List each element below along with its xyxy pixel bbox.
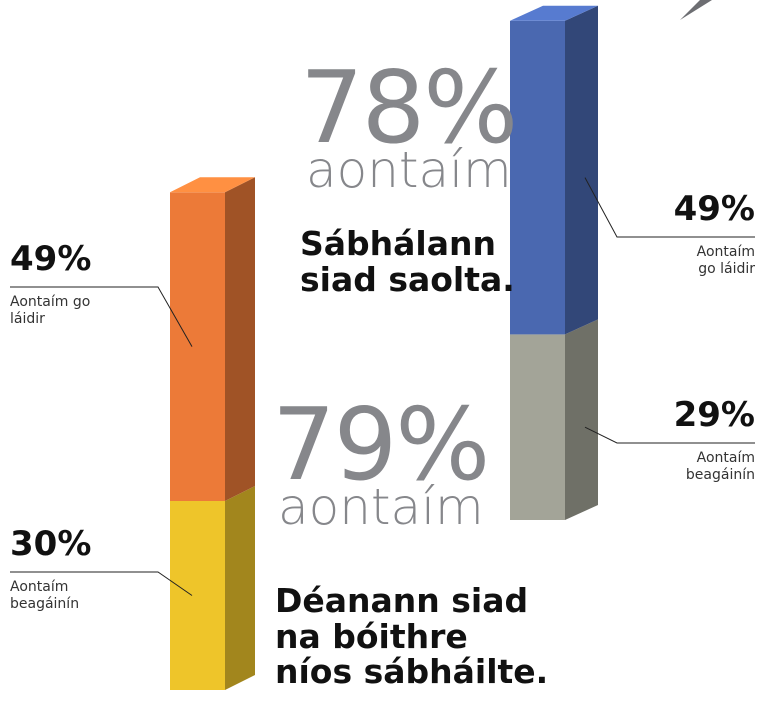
decor-arrow: [680, 0, 712, 20]
total-percent: 78%: [300, 49, 518, 166]
value-label: 49%: [673, 189, 755, 229]
legend-label: Aontaím go láidir: [10, 294, 91, 327]
value-label: 49%: [10, 239, 92, 279]
leader-line: [584, 177, 755, 238]
bar-top: [170, 177, 255, 193]
bar-segment-side: [565, 319, 598, 520]
bar-segment-side: [225, 177, 255, 502]
value-label: 30%: [10, 524, 92, 564]
leader-line: [10, 571, 193, 596]
statement: Sábhálann siad saolta.: [300, 224, 515, 299]
bar-top: [510, 5, 598, 21]
statement: Déanann siad na bóithre níos sábháilte.: [275, 581, 549, 692]
legend-label: Aontaím beagáinín: [10, 579, 80, 612]
bar-segment-side: [225, 486, 255, 690]
total-caption: aontaím: [306, 141, 512, 199]
bar-segment-side: [565, 5, 598, 335]
total-percent: 79%: [272, 386, 490, 503]
leader-line: [10, 286, 193, 347]
legend-label: Aontaím go láidir: [696, 244, 755, 277]
bar-segment: [510, 334, 565, 520]
value-label: 29%: [673, 395, 755, 435]
bar-segment: [170, 192, 225, 502]
total-caption: aontaím: [278, 478, 484, 536]
leader-line: [584, 426, 755, 444]
legend-label: Aontaím beagáinín: [685, 450, 755, 483]
bar-segment: [510, 20, 565, 335]
bar-segment: [170, 501, 225, 690]
